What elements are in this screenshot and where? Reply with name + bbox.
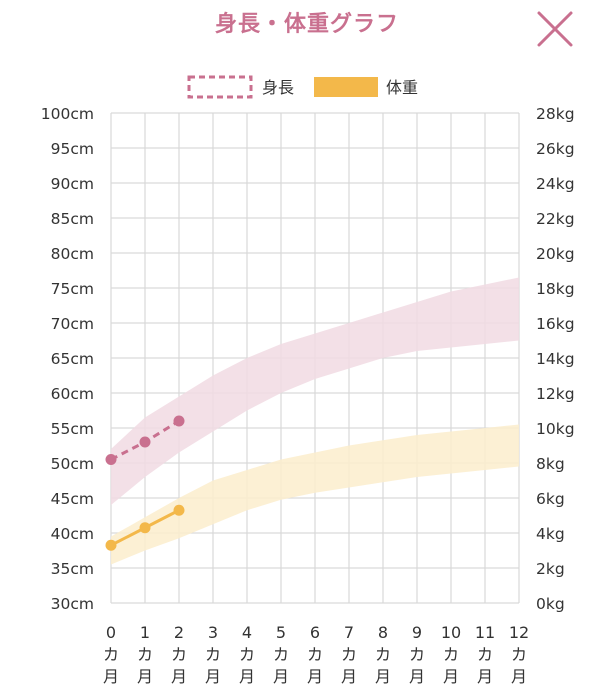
weight-data-point	[139, 522, 151, 534]
chart-legend: 身長 体重	[187, 75, 418, 99]
x-tick-label: 11 カ月	[475, 623, 495, 686]
y-left-tick-label: 70cm	[51, 315, 94, 333]
y-right-tick-label: 14kg	[536, 350, 575, 368]
height-data-point	[105, 454, 117, 465]
x-tick-label: 10 カ月	[441, 623, 461, 686]
y-left-tick-label: 45cm	[51, 490, 94, 508]
legend-height-label: 身長	[262, 78, 294, 97]
y-left-tick-label: 75cm	[51, 280, 94, 298]
close-icon[interactable]	[536, 10, 574, 48]
height-data-point	[173, 415, 185, 427]
x-tick-label: 5 カ月	[273, 623, 289, 686]
weight-reference-band	[111, 424, 519, 565]
x-tick-label: 0 カ月	[103, 623, 119, 686]
x-tick-label: 2 カ月	[171, 623, 187, 686]
legend-height-swatch	[187, 75, 253, 99]
y-left-tick-label: 65cm	[51, 350, 94, 368]
y-right-tick-label: 26kg	[536, 140, 575, 158]
y-right-tick-label: 28kg	[536, 105, 575, 123]
y-right-tick-label: 2kg	[536, 560, 565, 578]
y-left-tick-label: 35cm	[51, 560, 94, 578]
y-left-tick-label: 30cm	[51, 595, 94, 613]
legend-weight-swatch	[314, 77, 378, 97]
y-right-tick-label: 4kg	[536, 525, 565, 543]
y-left-tick-label: 50cm	[51, 455, 94, 473]
x-tick-label: 3 カ月	[205, 623, 221, 686]
y-left-tick-label: 95cm	[51, 140, 94, 158]
x-tick-label: 6 カ月	[307, 623, 323, 686]
y-right-tick-label: 20kg	[536, 245, 575, 263]
weight-data-point	[173, 504, 185, 516]
y-right-tick-label: 12kg	[536, 385, 575, 403]
y-left-tick-label: 40cm	[51, 525, 94, 543]
x-tick-label: 8 カ月	[375, 623, 391, 686]
y-left-tick-label: 80cm	[51, 245, 94, 263]
x-tick-label: 4 カ月	[239, 623, 255, 686]
y-right-tick-label: 24kg	[536, 175, 575, 193]
y-right-tick-label: 6kg	[536, 490, 565, 508]
y-right-tick-label: 10kg	[536, 420, 575, 438]
y-right-tick-label: 18kg	[536, 280, 575, 298]
y-left-tick-label: 90cm	[51, 175, 94, 193]
x-tick-label: 1 カ月	[137, 623, 153, 686]
x-tick-label: 9 カ月	[409, 623, 425, 686]
y-right-tick-label: 8kg	[536, 455, 565, 473]
legend-weight-label: 体重	[386, 78, 418, 97]
x-tick-label: 12 カ月	[509, 623, 529, 686]
height-reference-band	[111, 277, 519, 505]
page-title: 身長・体重グラフ	[214, 12, 399, 37]
y-left-tick-label: 100cm	[41, 105, 94, 123]
y-left-tick-label: 60cm	[51, 385, 94, 403]
height-data-point	[139, 436, 151, 448]
x-tick-label: 7 カ月	[341, 623, 357, 686]
y-left-tick-label: 85cm	[51, 210, 94, 228]
y-right-tick-label: 22kg	[536, 210, 575, 228]
y-left-tick-label: 55cm	[51, 420, 94, 438]
weight-data-point	[105, 539, 117, 551]
y-right-tick-label: 16kg	[536, 315, 575, 333]
y-right-tick-label: 0kg	[536, 595, 565, 613]
